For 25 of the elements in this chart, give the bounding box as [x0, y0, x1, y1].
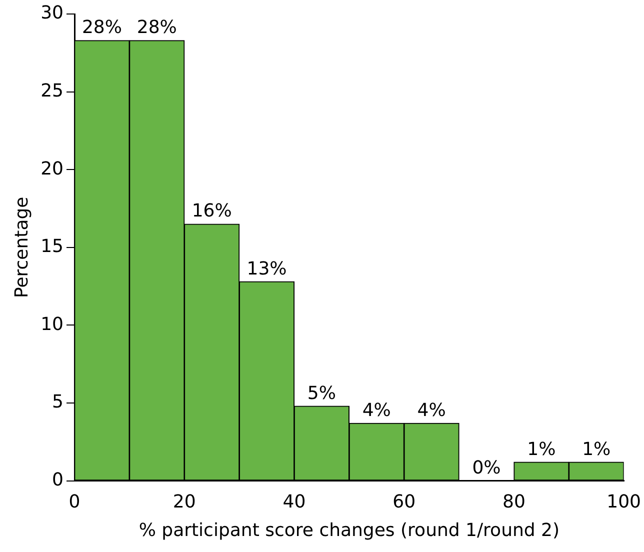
y-tick-label: 25: [40, 80, 64, 102]
data-label: 4%: [362, 400, 391, 421]
y-tick-label: 15: [40, 236, 64, 258]
y-tick-label: 30: [40, 2, 64, 24]
x-tick-label: 40: [282, 491, 306, 512]
x-tick-label: 60: [392, 491, 416, 512]
data-label: 1%: [527, 438, 556, 460]
data-label: 4%: [417, 400, 446, 421]
x-axis-title: % participant score changes (round 1/round 2): [138, 520, 560, 541]
data-label: 1%: [582, 438, 611, 460]
y-tick-label: 10: [40, 314, 64, 335]
y-tick-label: 0: [52, 469, 64, 490]
x-tick-label: 0: [68, 491, 80, 512]
data-label: 28%: [136, 17, 177, 38]
data-label: 0%: [472, 457, 501, 478]
data-label: 5%: [307, 382, 336, 404]
y-tick-label: 5: [52, 392, 64, 413]
data-label: 28%: [82, 17, 122, 38]
data-label: 16%: [192, 200, 232, 222]
y-axis-title: Percentage: [11, 196, 32, 298]
y-tick-label: 20: [40, 158, 64, 180]
x-tick-label: 80: [502, 491, 526, 512]
data-label: 13%: [246, 258, 287, 280]
x-tick-label: 20: [172, 491, 196, 512]
x-tick-label: 100: [606, 491, 641, 512]
